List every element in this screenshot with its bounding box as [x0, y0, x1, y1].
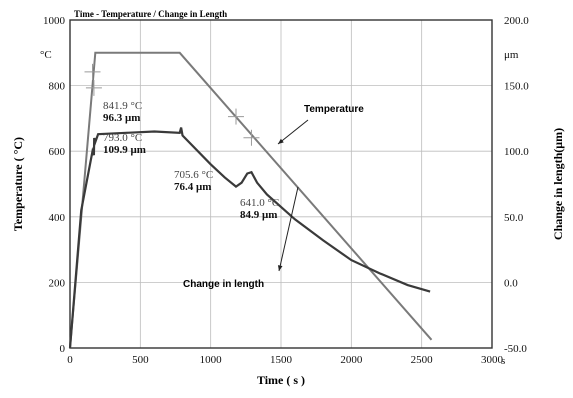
series-lines [68, 51, 433, 349]
y-right-tick-label: 0.0 [504, 277, 518, 289]
axes [69, 19, 493, 349]
y-right-axis-title: Change in length(μm) [551, 128, 565, 240]
x-axis-title: Time ( s ) [257, 373, 305, 387]
annotation-arrow [277, 119, 309, 145]
plot-frame [69, 19, 493, 349]
y-left-axis-title: Temperature ( °C) [11, 137, 25, 231]
x-tick-label: 3000 [481, 354, 504, 366]
y-left-tick-label: 1000 [43, 15, 66, 27]
y-right-tick-label: 200.0 [504, 15, 529, 27]
y-left-tick-label: 0 [60, 343, 66, 355]
annotation-arrow [278, 186, 299, 272]
y-right-tick-label: 150.0 [504, 81, 529, 93]
annotation-length: 109.9 μm [103, 144, 146, 156]
annotation-temp: 793.0 °C [103, 132, 142, 144]
x-tick-label: 0 [67, 354, 73, 366]
grid [69, 19, 493, 349]
y-left-tick-label: 600 [49, 146, 66, 158]
series-length-line [68, 127, 431, 349]
annotation-temp: 641.0 °C [240, 197, 279, 209]
annotation-arrowhead [277, 265, 283, 271]
y-right-tick-label: 50.0 [504, 212, 524, 224]
x-unit-label: s [501, 355, 505, 367]
x-tick-label: 2000 [340, 354, 363, 366]
tick-labels: 0 500 1000 1500 2000 2500 3000 0 200 400 600 800 100… [43, 15, 529, 366]
left-unit-label: °C [40, 49, 52, 61]
y-left-tick-label: 400 [49, 212, 66, 224]
annotation-length: 84.9 μm [240, 209, 277, 221]
x-tick-label: 2500 [411, 354, 434, 366]
chart-title: Time - Temperature / Change in Length [74, 9, 227, 19]
x-tick-label: 500 [132, 354, 149, 366]
series-label-length: Change in length [183, 279, 264, 290]
right-unit-label: μm [504, 49, 519, 61]
y-right-tick-label: 100.0 [504, 146, 529, 158]
annotation-length: 96.3 μm [103, 112, 140, 124]
series-label-temperature: Temperature [304, 104, 364, 115]
x-tick-label: 1000 [200, 354, 223, 366]
y-left-tick-label: 200 [49, 277, 66, 289]
annotation-temp: 705.6 °C [174, 169, 213, 181]
y-left-tick-label: 800 [49, 81, 66, 93]
annotation-length: 76.4 μm [174, 181, 211, 193]
x-tick-label: 1500 [270, 354, 293, 366]
y-right-tick-label: -50.0 [504, 343, 527, 355]
annotation-arrowhead [278, 138, 284, 144]
annotation-temp: 841.9 °C [103, 100, 142, 112]
